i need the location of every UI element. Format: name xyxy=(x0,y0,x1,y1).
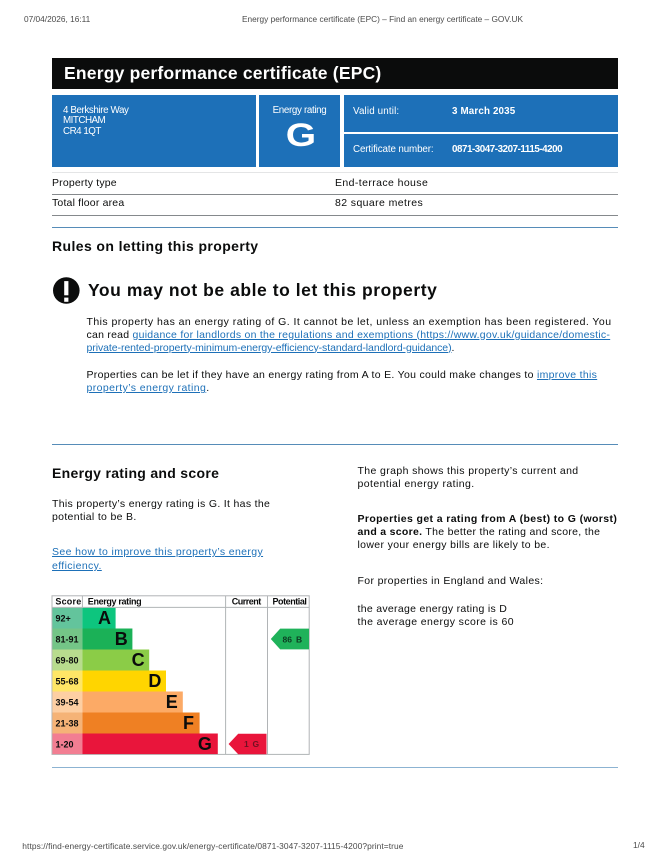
svg-text:A: A xyxy=(98,608,111,628)
svg-text:39-54: 39-54 xyxy=(56,698,79,708)
svg-text:55-68: 55-68 xyxy=(56,677,79,687)
svg-text:Potential: Potential xyxy=(273,597,307,607)
svg-text:92+: 92+ xyxy=(56,614,71,624)
svg-text:G: G xyxy=(198,734,212,754)
svg-text:D: D xyxy=(148,671,161,691)
svg-text:21-38: 21-38 xyxy=(56,719,79,729)
svg-text:1-20: 1-20 xyxy=(56,740,74,750)
svg-text:81-91: 81-91 xyxy=(56,635,79,645)
svg-text:B: B xyxy=(115,629,128,649)
svg-text:86: 86 xyxy=(283,634,293,644)
svg-text:E: E xyxy=(166,692,178,712)
svg-text:Energy rating: Energy rating xyxy=(88,597,141,607)
svg-text:Current: Current xyxy=(232,597,262,607)
svg-text:F: F xyxy=(183,713,194,733)
svg-text:1: 1 xyxy=(244,739,249,749)
svg-text:G: G xyxy=(253,739,260,749)
svg-text:69-80: 69-80 xyxy=(56,656,79,666)
svg-text:Score: Score xyxy=(55,597,81,607)
svg-text:C: C xyxy=(132,650,145,670)
svg-text:B: B xyxy=(296,634,302,644)
